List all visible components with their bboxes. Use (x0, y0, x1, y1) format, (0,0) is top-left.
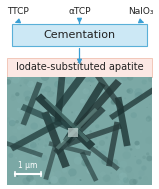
Text: TTCP: TTCP (7, 7, 29, 16)
Text: NaIO₃: NaIO₃ (128, 7, 154, 16)
FancyBboxPatch shape (12, 24, 147, 46)
Text: αTCP: αTCP (68, 7, 91, 16)
Text: Cementation: Cementation (43, 30, 116, 40)
FancyBboxPatch shape (7, 58, 152, 77)
Text: Iodate-substituted apatite: Iodate-substituted apatite (16, 62, 143, 72)
